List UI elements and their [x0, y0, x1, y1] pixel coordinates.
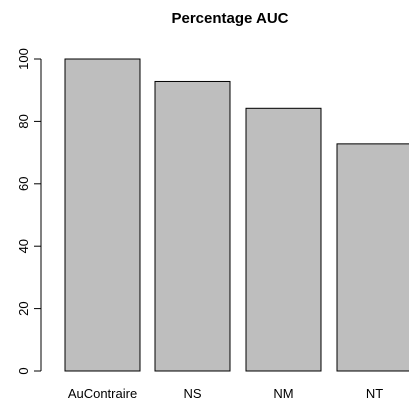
x-tick-label: NS	[183, 386, 201, 401]
y-tick-label: 60	[16, 177, 31, 191]
x-tick-label: NM	[273, 386, 293, 401]
bar-aucontraire	[64, 58, 141, 372]
bar-ns	[154, 80, 231, 372]
chart-title: Percentage AUC	[172, 10, 289, 27]
y-tick-label: 0	[16, 367, 31, 374]
y-tick-label: 20	[16, 301, 31, 315]
x-tick-label: AuContraire	[68, 386, 137, 401]
y-axis: 0 20 40 60 80 100	[16, 48, 42, 375]
x-tick-label: NT	[366, 386, 383, 401]
bars	[64, 58, 409, 372]
x-axis-labels: AuContraire NS NM NT	[68, 386, 383, 401]
y-tick-label: 100	[16, 48, 31, 70]
y-tick-label: 40	[16, 239, 31, 253]
y-tick-label: 80	[16, 114, 31, 128]
bar-nt	[336, 143, 409, 372]
bar-nm	[245, 107, 322, 372]
